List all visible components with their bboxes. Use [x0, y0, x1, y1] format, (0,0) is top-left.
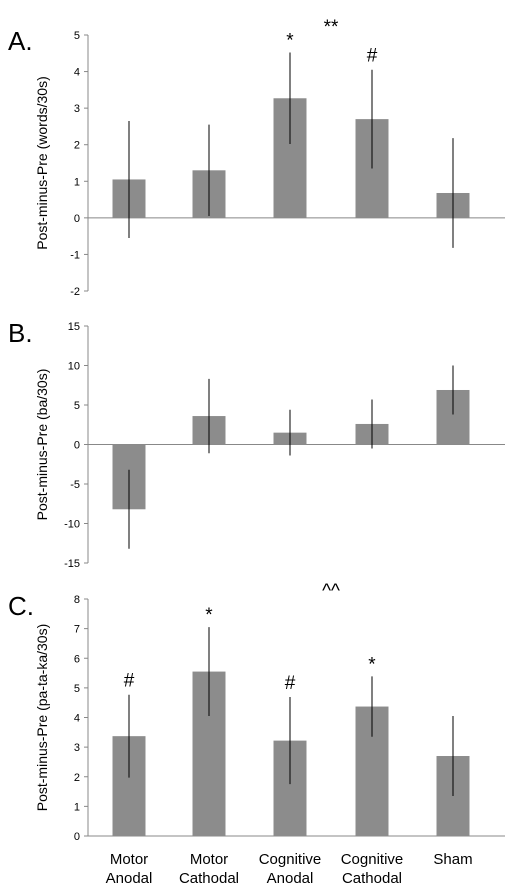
category-label: Cathodal [342, 870, 402, 887]
category-label: Sham [433, 851, 472, 868]
panel-label: B. [8, 318, 33, 348]
y-tick-label: 0 [74, 440, 80, 452]
y-tick-label: 8 [74, 594, 80, 606]
group-significance-marker: ** [324, 17, 339, 38]
significance-marker: # [124, 671, 135, 692]
category-label: Anodal [267, 870, 314, 887]
significance-marker: # [367, 46, 378, 67]
y-tick-label: -5 [70, 479, 80, 491]
category-label: Cognitive [341, 851, 404, 868]
y-tick-label: 6 [74, 653, 80, 665]
y-tick-label: 1 [74, 801, 80, 813]
y-tick-label: 4 [74, 713, 80, 725]
significance-marker: * [286, 31, 294, 52]
y-tick-label: 5 [74, 400, 80, 412]
y-tick-label: 3 [74, 103, 80, 115]
significance-marker: * [205, 605, 213, 626]
category-label: Cathodal [179, 870, 239, 887]
y-axis-label: Post-minus-Pre (pa-ta-ka/30s) [34, 624, 50, 812]
y-tick-label: 15 [68, 321, 80, 333]
group-significance-marker: ^^ [322, 581, 340, 602]
y-axis-label: Post-minus-Pre (ba/30s) [34, 369, 50, 521]
y-tick-label: -10 [64, 519, 80, 531]
significance-marker: * [368, 654, 376, 675]
y-tick-label: -2 [70, 286, 80, 298]
category-label: Motor [110, 851, 148, 868]
category-label: Cognitive [259, 851, 322, 868]
significance-marker: # [285, 673, 296, 694]
y-tick-label: 4 [74, 67, 80, 79]
panel-label: A. [8, 26, 33, 56]
y-axis-label: Post-minus-Pre (words/30s) [34, 76, 50, 250]
y-tick-label: 3 [74, 742, 80, 754]
y-tick-label: -1 [70, 249, 80, 261]
y-tick-label: 2 [74, 140, 80, 152]
y-tick-label: 10 [68, 361, 80, 373]
y-tick-label: 7 [74, 624, 80, 636]
y-tick-label: 0 [74, 831, 80, 843]
y-tick-label: 5 [74, 30, 80, 42]
y-tick-label: -15 [64, 558, 80, 570]
y-tick-label: 2 [74, 772, 80, 784]
y-tick-label: 5 [74, 683, 80, 695]
panel-label: C. [8, 591, 34, 621]
category-label: Anodal [106, 870, 153, 887]
y-tick-label: 1 [74, 176, 80, 188]
category-label: Motor [190, 851, 228, 868]
y-tick-label: 0 [74, 213, 80, 225]
